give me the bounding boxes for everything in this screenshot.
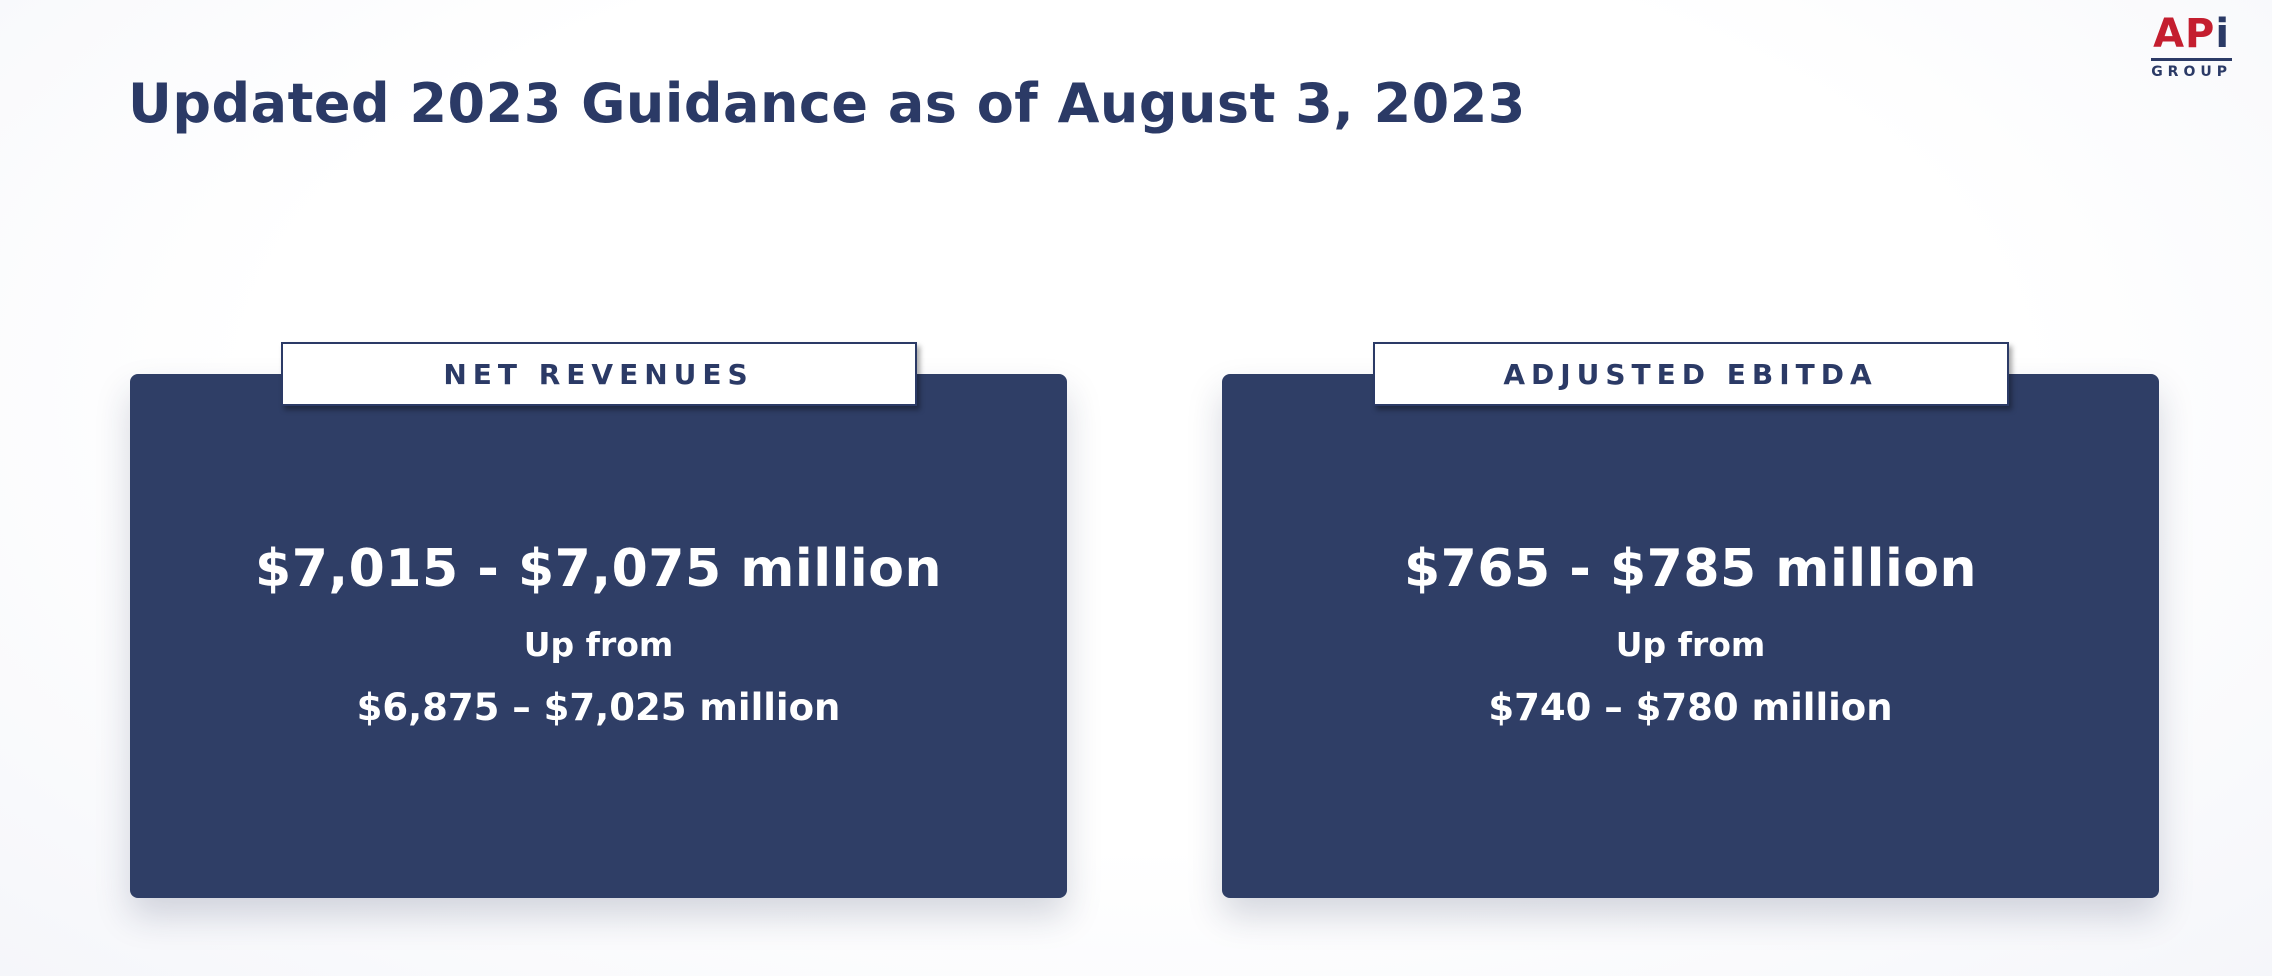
net-revenues-up-from-label: Up from (523, 625, 674, 664)
adjusted-ebitda-card-content: $765 - $785 million Up from $740 – $780 … (1222, 539, 2159, 729)
logo-brand: APi (2151, 14, 2232, 54)
adjusted-ebitda-card: ADJUSTED EBITDA $765 - $785 million Up f… (1222, 342, 2159, 898)
net-revenues-previous-range: $6,875 – $7,025 million (356, 686, 841, 729)
logo-brand-ap: AP (2153, 11, 2216, 57)
logo-group-label: GROUP (2151, 64, 2232, 80)
adjusted-ebitda-guidance-range: $765 - $785 million (1403, 539, 1978, 599)
api-group-logo: APi GROUP (2151, 14, 2232, 80)
page-title: Updated 2023 Guidance as of August 3, 20… (128, 72, 1526, 135)
logo-brand-i: i (2215, 11, 2231, 57)
net-revenues-card-title: NET REVENUES (280, 342, 917, 406)
net-revenues-card: NET REVENUES $7,015 - $7,075 million Up … (130, 342, 1067, 898)
adjusted-ebitda-up-from-label: Up from (1615, 625, 1766, 664)
net-revenues-guidance-range: $7,015 - $7,075 million (255, 539, 942, 599)
net-revenues-card-content: $7,015 - $7,075 million Up from $6,875 –… (130, 539, 1067, 729)
adjusted-ebitda-previous-range: $740 – $780 million (1488, 686, 1893, 729)
adjusted-ebitda-card-title: ADJUSTED EBITDA (1372, 342, 2009, 406)
logo-divider (2151, 58, 2232, 61)
